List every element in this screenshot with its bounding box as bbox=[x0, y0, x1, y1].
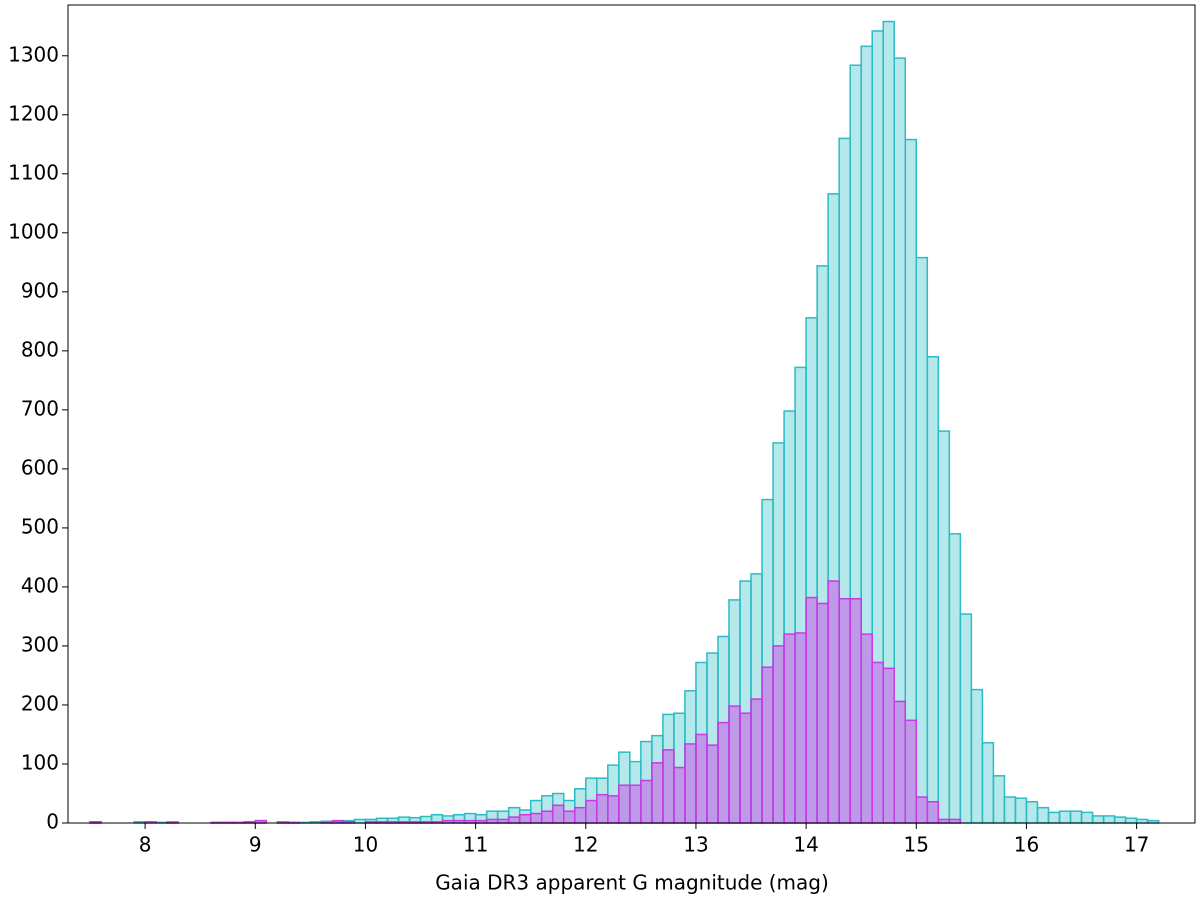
histogram-bar bbox=[926, 356, 940, 824]
histogram-bar bbox=[695, 733, 708, 824]
histogram-bar bbox=[772, 645, 785, 824]
histogram-bar bbox=[948, 533, 962, 824]
histogram-bar bbox=[507, 816, 521, 824]
histogram-bar bbox=[992, 775, 1006, 824]
histogram-bar bbox=[849, 597, 862, 824]
histogram-bar bbox=[629, 784, 642, 824]
histogram-bar bbox=[551, 804, 565, 824]
y-tick-label: 900 bbox=[21, 278, 59, 302]
histogram-bar bbox=[673, 766, 686, 824]
histogram-bar bbox=[937, 818, 951, 824]
histogram-bar bbox=[596, 793, 609, 824]
histogram-bar bbox=[1124, 817, 1138, 824]
histogram-bar bbox=[915, 256, 929, 824]
histogram-bar bbox=[1003, 796, 1017, 824]
x-tick-label: 17 bbox=[1124, 833, 1149, 857]
x-tick-label: 14 bbox=[793, 833, 818, 857]
x-tick-label: 11 bbox=[463, 833, 488, 857]
histogram-bar bbox=[728, 705, 741, 824]
histogram-bar bbox=[353, 818, 367, 824]
plot-frame bbox=[67, 4, 1196, 824]
x-tick-label: 9 bbox=[249, 833, 262, 857]
y-tick-label: 200 bbox=[21, 691, 59, 715]
histogram-bar bbox=[750, 698, 763, 824]
histogram-bar bbox=[948, 818, 962, 824]
histogram-bar bbox=[794, 632, 807, 824]
histogram-bar bbox=[915, 796, 929, 824]
histogram-bar bbox=[562, 810, 576, 824]
histogram-bar bbox=[607, 795, 620, 824]
histogram-bar bbox=[1058, 810, 1072, 824]
y-tick-label: 600 bbox=[21, 455, 59, 479]
histogram-bar bbox=[574, 806, 587, 824]
y-tick-label: 1100 bbox=[8, 160, 59, 184]
y-tick-label: 400 bbox=[21, 573, 59, 597]
histogram-bar bbox=[871, 661, 884, 824]
histogram-bar bbox=[904, 719, 918, 824]
histogram-bar bbox=[783, 633, 796, 824]
histogram-bar bbox=[585, 799, 598, 824]
y-tick-label: 1200 bbox=[8, 101, 59, 125]
histogram-bar bbox=[926, 801, 940, 824]
histogram-bar bbox=[959, 613, 973, 824]
histogram-bar bbox=[882, 667, 895, 824]
x-tick-label: 12 bbox=[573, 833, 598, 857]
y-tick-label: 0 bbox=[46, 810, 59, 834]
y-tick-label: 700 bbox=[21, 396, 59, 420]
histogram-bar bbox=[1069, 810, 1083, 824]
histogram-bar bbox=[1091, 815, 1105, 824]
histogram-bar bbox=[761, 666, 774, 824]
y-tick-label: 100 bbox=[21, 750, 59, 774]
histogram-bar bbox=[1047, 811, 1061, 824]
histogram-bar bbox=[706, 744, 719, 824]
histogram-bar bbox=[1102, 815, 1116, 824]
histogram-bar bbox=[739, 712, 752, 824]
histogram-bar bbox=[662, 749, 675, 824]
x-axis-label: Gaia DR3 apparent G magnitude (mag) bbox=[435, 871, 829, 895]
y-tick-label: 300 bbox=[21, 632, 59, 656]
histogram-bar bbox=[838, 597, 851, 824]
y-tick-label: 1000 bbox=[8, 219, 59, 243]
histogram-bar bbox=[529, 812, 543, 824]
histogram-bar bbox=[816, 602, 829, 824]
histogram-bar bbox=[540, 810, 554, 824]
histogram-bar bbox=[485, 818, 499, 824]
histogram-bar bbox=[970, 688, 984, 824]
histogram-bar bbox=[805, 596, 818, 824]
x-tick-label: 8 bbox=[139, 833, 152, 857]
histogram-bar bbox=[651, 762, 664, 824]
histogram-bar bbox=[1025, 801, 1039, 824]
histogram-bar bbox=[893, 700, 907, 824]
y-tick-label: 1300 bbox=[8, 42, 59, 66]
histogram-bar bbox=[518, 813, 532, 824]
y-tick-label: 800 bbox=[21, 337, 59, 361]
histogram-bar bbox=[1080, 811, 1094, 824]
histogram-bar bbox=[717, 721, 730, 824]
histogram-bar bbox=[981, 741, 995, 824]
histogram-bar bbox=[496, 818, 510, 824]
histogram-bar bbox=[640, 779, 653, 824]
histogram-bar bbox=[827, 580, 840, 824]
histogram-bar bbox=[1135, 818, 1149, 824]
histogram-bar bbox=[1014, 797, 1028, 824]
histogram-bar bbox=[684, 743, 697, 824]
x-tick-label: 16 bbox=[1014, 833, 1039, 857]
histogram-bar bbox=[618, 784, 631, 824]
histogram-bar bbox=[1036, 806, 1050, 824]
x-tick-label: 10 bbox=[353, 833, 378, 857]
histogram-bar bbox=[860, 633, 873, 824]
y-tick-label: 500 bbox=[21, 514, 59, 538]
x-tick-label: 13 bbox=[683, 833, 708, 857]
histogram-bar bbox=[937, 430, 951, 824]
histogram-bar bbox=[1113, 816, 1127, 824]
x-tick-label: 15 bbox=[904, 833, 929, 857]
